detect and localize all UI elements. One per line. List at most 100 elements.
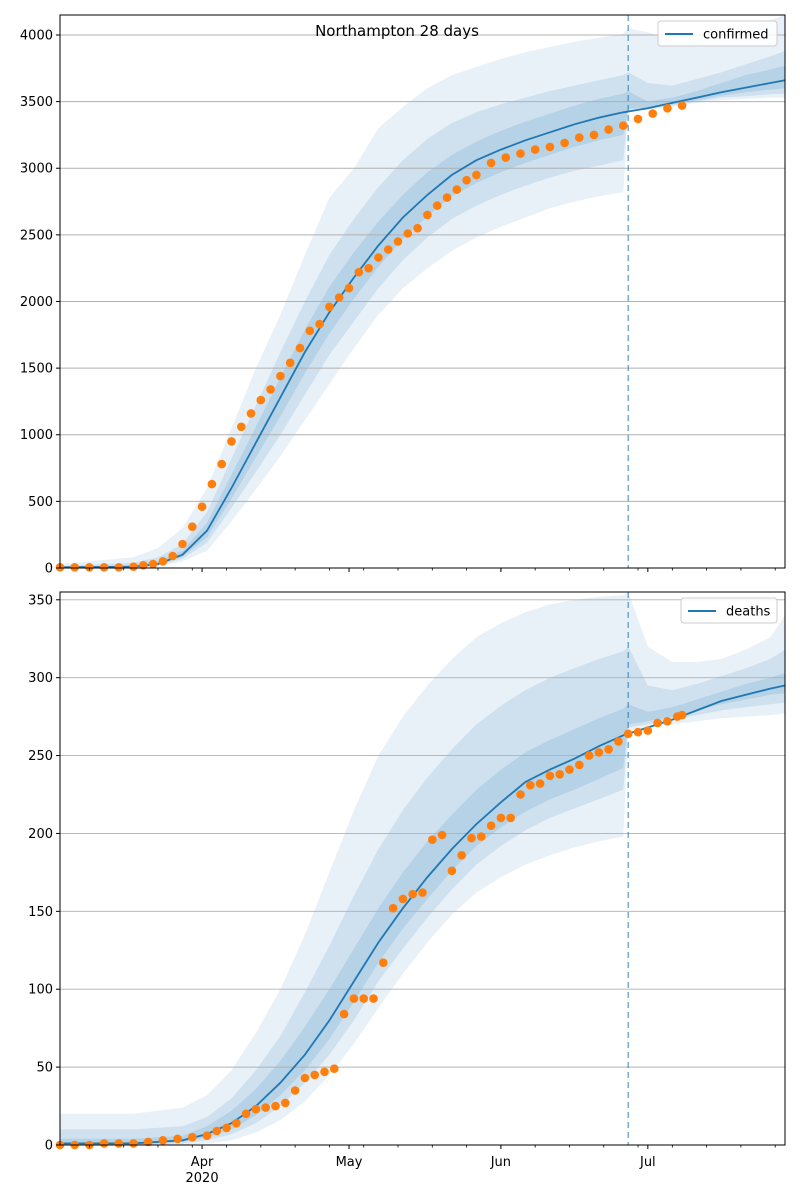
- observed-point: [467, 833, 476, 843]
- observed-points: [55, 710, 687, 1150]
- observed-point: [575, 133, 584, 142]
- observed-point: [276, 371, 285, 381]
- observed-point: [516, 149, 525, 158]
- x-tick-label: Jul: [639, 1155, 656, 1170]
- observed-point: [70, 563, 79, 572]
- observed-point: [530, 145, 540, 154]
- observed-point: [99, 1139, 109, 1148]
- chart-title: Northampton 28 days: [315, 22, 479, 40]
- observed-point: [217, 459, 226, 469]
- observed-point: [285, 358, 295, 368]
- observed-point: [129, 562, 138, 571]
- observed-point: [663, 717, 672, 726]
- y-tick-label: 250: [28, 749, 53, 764]
- y-axis-ticks: 0 50 100 150 200 250 300 350: [28, 593, 60, 1154]
- observed-point: [334, 293, 344, 302]
- observed-point: [364, 263, 373, 273]
- observed-point: [256, 395, 266, 405]
- observed-point: [158, 557, 168, 566]
- y-tick-label: 4000: [20, 28, 53, 43]
- legend-box: [680, 597, 778, 624]
- y-tick-label: 0: [45, 562, 53, 577]
- y-axis-ticks: 0 500 1000 1500 2000 2500 3000 3500 4000: [20, 28, 60, 577]
- observed-point: [388, 903, 398, 913]
- observed-point: [545, 142, 555, 152]
- observed-point: [383, 245, 393, 254]
- x-axis-ticks: [88, 568, 776, 572]
- observed-point: [619, 121, 628, 130]
- x-tick-label: May: [336, 1155, 363, 1170]
- observed-point: [139, 561, 148, 570]
- observed-point: [432, 201, 442, 210]
- y-tick-label: 0: [45, 1139, 53, 1154]
- observed-point: [594, 748, 604, 757]
- observed-point: [496, 813, 506, 823]
- observed-point: [129, 1139, 138, 1148]
- observed-point: [604, 745, 613, 754]
- observed-point: [212, 1126, 222, 1136]
- observed-point: [261, 1103, 271, 1112]
- observed-point: [295, 343, 305, 353]
- observed-point: [202, 1131, 212, 1140]
- observed-point: [374, 253, 383, 262]
- legend-label-deaths: deaths: [726, 605, 771, 620]
- observed-point: [477, 832, 486, 841]
- observed-point: [359, 994, 369, 1003]
- y-tick-label: 2500: [20, 228, 53, 243]
- x-tick-label: Apr: [191, 1155, 214, 1170]
- observed-point: [486, 158, 496, 168]
- observed-point: [418, 888, 427, 897]
- observed-point: [266, 385, 275, 394]
- legend-label-confirmed: confirmed: [703, 28, 769, 43]
- observed-point: [535, 779, 545, 788]
- observed-point: [281, 1098, 290, 1108]
- observed-point: [188, 1132, 197, 1142]
- y-tick-label: 150: [28, 905, 53, 920]
- observed-point: [653, 718, 662, 728]
- horizontal-gridlines: [60, 599, 785, 1146]
- model-line: [59, 79, 786, 569]
- observed-point: [85, 563, 94, 572]
- observed-point: [393, 237, 403, 246]
- observed-point: [232, 1118, 241, 1128]
- axes-frame: [59, 591, 786, 1146]
- y-tick-label: 200: [28, 827, 53, 842]
- observed-point: [526, 780, 535, 790]
- observed-point: [325, 302, 334, 312]
- observed-point: [462, 175, 471, 185]
- observed-point: [423, 210, 432, 220]
- observed-point: [457, 851, 467, 860]
- y-tick-label: 3500: [20, 95, 53, 110]
- observed-point: [506, 813, 515, 823]
- x-tick-label: Jun: [490, 1155, 511, 1170]
- observed-point: [315, 319, 324, 329]
- observed-point: [197, 502, 207, 512]
- observed-point: [677, 101, 687, 110]
- observed-point: [271, 1101, 280, 1111]
- confirmed-chart: 0 500 1000 1500 2000 2500 3000 3500 4000 Northam…: [20, 14, 786, 577]
- observed-point: [565, 765, 574, 774]
- observed-point: [560, 138, 569, 148]
- y-tick-label: 1000: [20, 428, 53, 443]
- observed-point: [344, 283, 354, 293]
- band-outer: [60, 592, 785, 1145]
- y-tick-label: 3000: [20, 162, 53, 177]
- observed-point: [99, 563, 109, 572]
- observed-point: [677, 710, 687, 720]
- confidence-bands: [60, 592, 785, 1145]
- observed-point: [290, 1086, 300, 1095]
- x-tick-label: 2020: [186, 1171, 219, 1186]
- observed-point: [516, 790, 525, 799]
- observed-point: [168, 551, 177, 561]
- observed-point: [501, 153, 511, 162]
- observed-point: [173, 1134, 182, 1144]
- observed-point: [339, 1009, 349, 1019]
- observed-point: [207, 479, 217, 489]
- observed-point: [349, 994, 359, 1003]
- observed-point: [114, 1139, 124, 1148]
- series-confirmed: [59, 79, 786, 569]
- observed-point: [369, 994, 378, 1003]
- observed-point: [178, 539, 187, 549]
- observed-point: [310, 1070, 320, 1080]
- confidence-bands: [60, 15, 785, 568]
